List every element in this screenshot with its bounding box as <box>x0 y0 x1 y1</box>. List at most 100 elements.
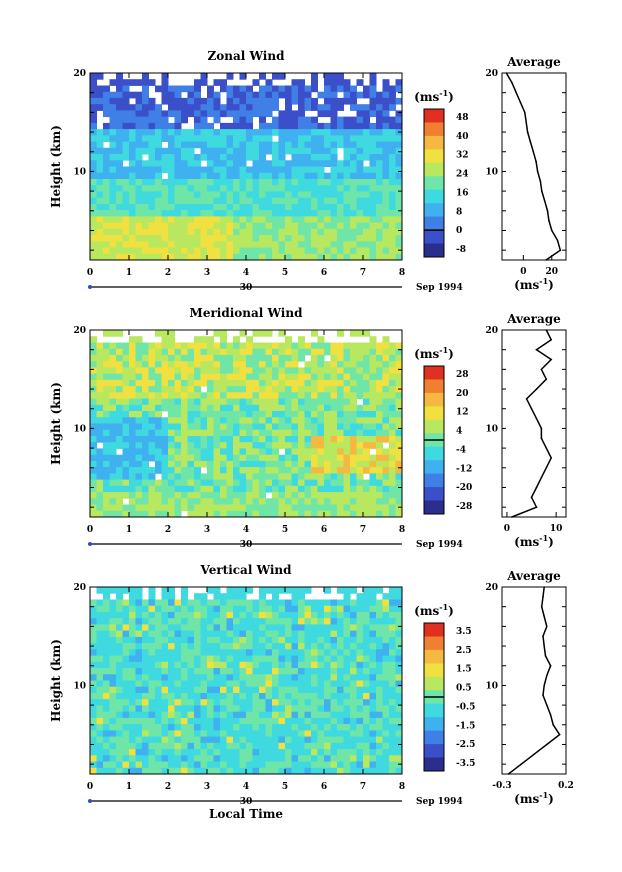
heatmap-cell <box>343 172 351 180</box>
heatmap-cell <box>317 336 325 343</box>
heatmap-cell <box>363 504 370 512</box>
heatmap-field <box>90 587 403 775</box>
heatmap-cell <box>324 736 331 744</box>
heatmap-cell <box>200 361 208 368</box>
profile-y-tick-label: 20 <box>485 583 498 593</box>
heatmap-cell <box>220 498 227 505</box>
heatmap-cell <box>304 367 312 375</box>
heatmap-cell <box>109 767 117 775</box>
heatmap-cell <box>148 367 156 375</box>
heatmap-cell <box>363 110 370 118</box>
heatmap-cell <box>350 348 357 356</box>
heatmap-cell <box>291 636 299 644</box>
heatmap-cell <box>337 210 344 217</box>
heatmap-cell <box>304 97 312 105</box>
heatmap-cell <box>272 185 279 192</box>
colorbar-swatch <box>424 460 444 475</box>
heatmap-cell <box>90 423 97 431</box>
heatmap-cell <box>304 624 312 632</box>
heatmap-cell <box>226 636 234 644</box>
heatmap-cell <box>200 216 208 224</box>
heatmap-cell <box>233 442 240 449</box>
heatmap-cell <box>194 342 201 350</box>
heatmap-cell <box>259 680 266 688</box>
heatmap-cell <box>194 643 201 650</box>
heatmap-cell <box>389 724 396 731</box>
heatmap-cell <box>90 661 97 669</box>
heatmap-cell <box>246 241 253 248</box>
heatmap-cell <box>213 253 221 261</box>
heatmap-cell <box>278 467 286 474</box>
heatmap-cell <box>103 203 110 211</box>
heatmap-cell <box>285 135 292 142</box>
heatmap-cell <box>161 135 169 142</box>
heatmap-cell <box>181 398 188 406</box>
heatmap-cell <box>298 643 305 650</box>
colorbar-swatch <box>424 392 444 407</box>
heatmap-cell <box>135 593 143 600</box>
heatmap-cell <box>395 618 403 625</box>
heatmap-cell <box>311 129 318 136</box>
heatmap-cell <box>103 479 110 487</box>
heatmap-cell <box>148 454 156 462</box>
heatmap-cell <box>129 166 136 174</box>
heatmap-cell <box>90 247 97 255</box>
heatmap-cell <box>389 467 396 474</box>
heatmap-cell <box>311 141 318 149</box>
heatmap-cell <box>148 630 156 638</box>
heatmap-cell <box>109 587 117 594</box>
heatmap-cell <box>369 241 377 248</box>
heatmap-cell <box>148 216 156 224</box>
heatmap-cell <box>356 479 364 487</box>
heatmap-cell <box>148 624 156 632</box>
heatmap-cell <box>213 761 221 769</box>
heatmap-cell <box>285 423 292 431</box>
heatmap-cell <box>363 442 370 449</box>
heatmap-cell <box>239 330 247 337</box>
colorbar-swatch <box>424 216 444 231</box>
heatmap-cell <box>278 618 286 625</box>
heatmap-cell <box>90 398 97 406</box>
heatmap-cell <box>233 599 240 607</box>
heatmap-cell <box>239 247 247 255</box>
heatmap-cell <box>330 104 338 111</box>
heatmap-cell <box>200 705 208 713</box>
heatmap-cell <box>181 166 188 174</box>
heatmap-cell <box>265 686 273 694</box>
heatmap-cell <box>226 605 234 613</box>
heatmap-cell <box>90 228 97 236</box>
heatmap-cell <box>200 228 208 236</box>
heatmap-cell <box>330 630 338 638</box>
heatmap-cell <box>330 166 338 174</box>
heatmap-cell <box>135 630 143 638</box>
heatmap-cell <box>265 97 273 105</box>
heatmap-cell <box>220 655 227 663</box>
colorbar-unit: (ms-1) <box>414 345 454 361</box>
heatmap-cell <box>304 147 312 155</box>
heatmap-cell <box>311 717 318 725</box>
heatmap-cell <box>285 241 292 248</box>
heatmap-cell <box>194 479 201 487</box>
heatmap-cell <box>311 755 318 762</box>
heatmap-cell <box>343 605 351 613</box>
heatmap-cell <box>317 348 325 356</box>
heatmap-cell <box>122 742 130 750</box>
heatmap-cell <box>109 624 117 632</box>
heatmap-cell <box>382 398 390 406</box>
heatmap-cell <box>103 593 110 600</box>
heatmap-cell <box>291 210 299 217</box>
heatmap-cell <box>265 730 273 738</box>
heatmap-cell <box>194 216 201 224</box>
heatmap-cell <box>109 618 117 625</box>
heatmap-cell <box>291 442 299 449</box>
heatmap-cell <box>161 593 169 600</box>
heatmap-cell <box>187 386 195 393</box>
heatmap-cell <box>207 711 214 719</box>
heatmap-cell <box>96 166 104 174</box>
heatmap-cell <box>278 599 286 607</box>
heatmap-cell <box>343 668 351 675</box>
heatmap-cell <box>278 711 286 719</box>
heatmap-cell <box>181 749 188 756</box>
heatmap-cell <box>109 129 117 136</box>
heatmap-cell <box>278 228 286 236</box>
